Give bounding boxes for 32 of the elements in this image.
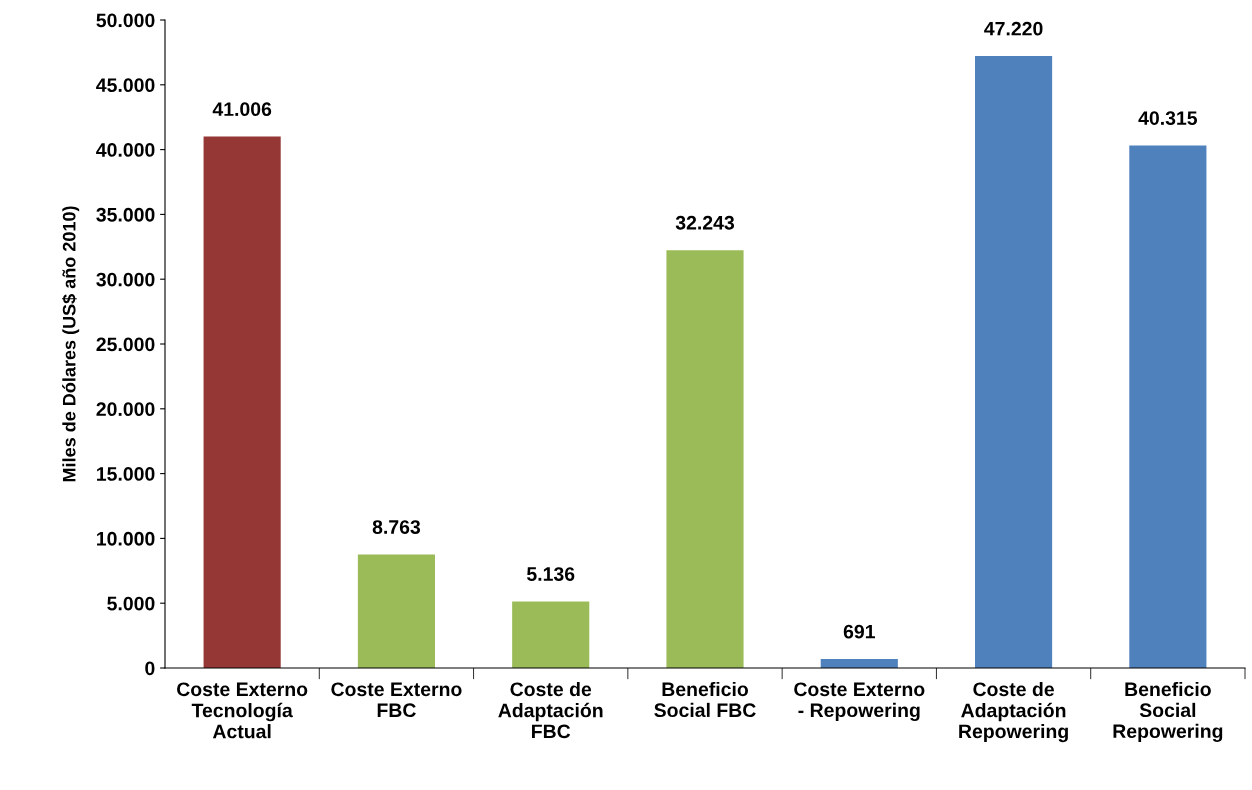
y-tick-label: 40.000 — [96, 143, 155, 157]
y-tick-label: 25.000 — [96, 337, 155, 352]
data-label: 8.763 — [372, 520, 421, 534]
bar — [203, 136, 281, 668]
bar — [357, 554, 435, 668]
y-tick-label: 5.000 — [107, 596, 155, 611]
x-tick-label: Coste Externo - Repowering — [794, 682, 925, 722]
bar — [1129, 145, 1207, 668]
x-tick-label: Coste de Adaptación FBC — [498, 681, 603, 739]
x-tick-label: Beneficio Social Repowering — [1113, 681, 1223, 742]
data-label: 691 — [843, 624, 875, 639]
bar — [666, 250, 744, 668]
y-tick-label: 35.000 — [96, 207, 155, 222]
y-tick-label: 0 — [145, 661, 155, 676]
bar — [512, 601, 590, 668]
y-tick-label: 50.000 — [96, 13, 155, 28]
y-tick-label: 45.000 — [96, 78, 155, 93]
y-axis-title: Miles de Dólares (US$ año 2010) — [62, 206, 80, 482]
bar — [975, 56, 1053, 668]
x-tick-label: Coste Externo Tecnología Actual — [177, 682, 308, 739]
x-tick-label: Coste Externo FBC — [331, 682, 462, 718]
data-label: 40.315 — [1138, 111, 1198, 126]
y-tick-label: 30.000 — [96, 272, 155, 287]
data-label: 47.220 — [984, 21, 1043, 36]
y-tick-label: 10.000 — [97, 531, 155, 546]
y-tick-label: 20.000 — [96, 402, 155, 417]
x-tick-label: Coste de Adaptación Repowering — [959, 681, 1068, 743]
data-label: 5.136 — [526, 567, 575, 581]
data-label: 32.243 — [675, 215, 735, 230]
y-tick-label: 15.000 — [97, 467, 155, 481]
data-label: 41.006 — [212, 102, 272, 117]
x-tick-label: Beneficio Social FBC — [654, 681, 756, 718]
